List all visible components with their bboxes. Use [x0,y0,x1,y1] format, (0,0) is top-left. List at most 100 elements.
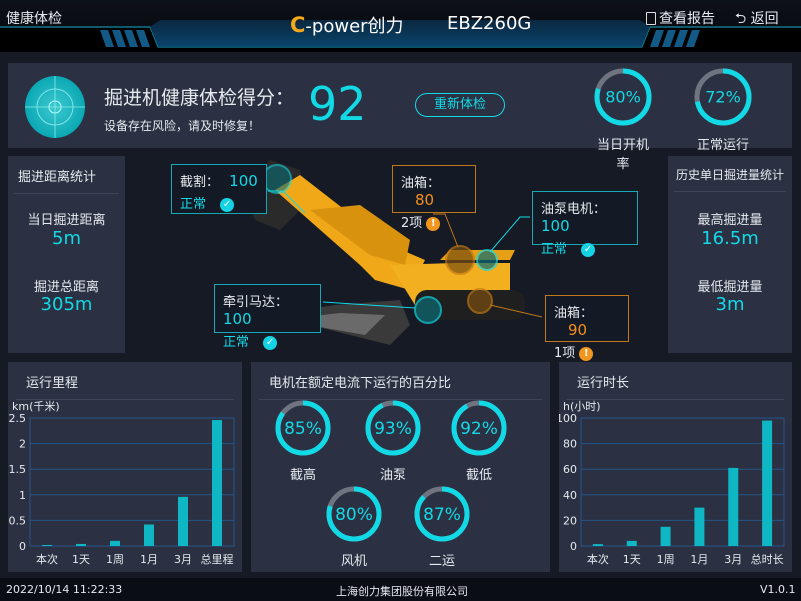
bar [76,543,86,546]
min-tunneling-value: 3m [715,294,745,315]
today-distance-label: 当日掘进距离 [27,213,106,228]
callout-traction-motor[interactable]: 牵引马达：100 正常 ✓ [214,284,321,350]
model-name: EBZ260G [447,13,532,34]
radar-icon [25,76,85,138]
gauge-label: 截高 [289,468,316,483]
cutting-hotspot[interactable] [262,164,292,194]
brand-name: C-power创力 [290,13,404,37]
y-tick-label: 60 [563,463,577,476]
total-distance-label: 掘进总距离 [33,280,99,295]
y-tick-label: 2 [19,438,26,451]
gauge-ring: 93% [365,400,421,456]
x-tick-label: 1周 [106,553,124,566]
runtime-title: 运行时长 [567,362,784,400]
health-score-panel: 掘进机健康体检得分： 设备存在风险，请及时修复！ 92 重新体检 80% 当日开机… [8,63,792,172]
bar [660,526,671,546]
runtime-chart: h(小时) 0 20 40 60 80 100 本次 1天 1周 1月 3月 总时长 [559,400,785,566]
callout-status: 正常 [223,335,250,350]
percent-gauge: 93% 油泵 [363,398,423,483]
check-icon: ✓ [581,242,596,257]
x-tick-label: 1天 [623,553,641,566]
y-tick-label: 1.5 [9,463,27,476]
motor-current-title: 电机在额定电流下运行的百分比 [259,362,542,400]
mileage-chart: km(千米) 0 0.5 1 1.5 2 2.5 本次 1天 1周 1月 3月 总里程 [9,400,235,566]
callout-value: 100 [223,310,252,328]
y-tick-label: 0 [19,540,26,553]
callout-cutting[interactable]: 截割： 100 正常 ✓ [171,164,267,214]
x-tick-label: 总里程 [201,552,234,566]
traction-motor-hotspot[interactable] [414,296,442,324]
motor-current-panel: 电机在额定电流下运行的百分比 85% 截高 93% 油泵 92% 截低 80% 风机 87% 二运 [251,362,550,572]
oil-tank-hotspot-2[interactable] [467,288,493,314]
percent-gauge: 80% 当日开机率 [592,66,654,172]
history-panel: 历史单日掘进量统计 最高掘进量 16.5m 最低掘进量 3m [668,156,792,353]
gauge-value: 93% [374,419,412,439]
x-tick-label: 本次 [36,552,58,566]
callout-name: 油泵电机： [541,202,607,217]
gauge-value: 72% [705,88,741,107]
gauge-label: 油泵 [379,468,406,483]
bar [728,467,739,546]
callout-oil-tank-2[interactable]: 油箱： 90 1项! [545,295,629,361]
gauge-value: 80% [605,88,641,107]
callout-value: 90 [568,321,588,339]
callout-oil-pump-motor[interactable]: 油泵电机：100 正常 ✓ [532,191,638,257]
version: V1.0.1 [760,583,796,596]
back-button[interactable]: ⮌ 返回 [735,8,779,32]
view-report-label: 查看报告 [659,11,715,27]
total-distance-value: 305m [40,294,93,315]
runtime-panel: 运行时长 h(小时) 0 20 40 60 80 100 本次 1天 1周 1月 3月 总时长 [559,362,792,572]
x-tick-label: 1周 [657,553,675,566]
bar [178,496,188,546]
check-icon: ✓ [220,197,235,212]
score-title: 掘进机健康体检得分： [104,87,295,109]
brand-logo: C-power创力 [290,12,404,38]
oil-tank-hotspot-1[interactable] [445,245,475,275]
callout-value: 100 [541,217,570,235]
callout-oil-tank-1[interactable]: 油箱： 80 2项! [392,165,476,231]
callout-name: 截割： [180,175,220,190]
mileage-panel: 运行里程 km(千米) 0 0.5 1 1.5 2 2.5 本次 1天 1周 1月 3月 总里程 [8,362,242,572]
bar [626,540,637,546]
gauge-ring: 92% [451,400,507,456]
gauge-ring: 85% [275,400,331,456]
bar [694,507,705,546]
recheck-button[interactable]: 重新体检 [415,93,505,117]
history-title: 历史单日掘进量统计 [674,156,786,192]
y-axis-label: km(千米) [12,400,60,413]
view-report-button[interactable]: 查看报告 [646,8,715,28]
y-tick-label: 1 [19,489,26,502]
plot-frame [29,417,235,547]
y-tick-label: 80 [563,438,577,451]
oil-pump-motor-hotspot[interactable] [476,249,498,271]
mileage-title: 运行里程 [16,362,234,400]
company-name: 上海创力集团股份有限公司 [336,585,468,598]
gauge-ring: 80% [326,486,382,542]
y-tick-label: 100 [559,412,577,425]
percent-gauge: 92% 截低 [449,398,509,483]
x-tick-label: 3月 [724,553,742,566]
y-tick-label: 0 [570,540,577,553]
gauge-label: 当日开机率 [596,138,649,172]
gauge-label: 二运 [428,554,455,569]
plot-frame [580,417,785,547]
page-title: 健康体检 [6,11,62,27]
x-tick-label: 3月 [174,553,192,566]
callout-name: 油箱： [401,176,441,191]
gauge-value: 85% [284,419,322,439]
gauge-ring: 87% [414,486,470,542]
warning-icon: ! [426,216,441,231]
percent-gauge: 72%正常运行率 [692,66,754,172]
gauge-value: 87% [423,505,461,525]
percent-gauge: 85% 截高 [273,398,333,483]
back-label: 返回 [750,11,779,27]
bar [762,420,773,546]
callout-status: 正常 [541,242,568,257]
distance-title: 掘进距离统计 [14,156,119,194]
y-tick-label: 2.5 [9,412,27,425]
gauge-label: 截低 [465,468,492,483]
callout-name: 油箱： [554,306,594,321]
y-tick-label: 40 [563,489,577,502]
x-tick-label: 本次 [587,552,609,566]
x-tick-label: 1天 [72,553,90,566]
